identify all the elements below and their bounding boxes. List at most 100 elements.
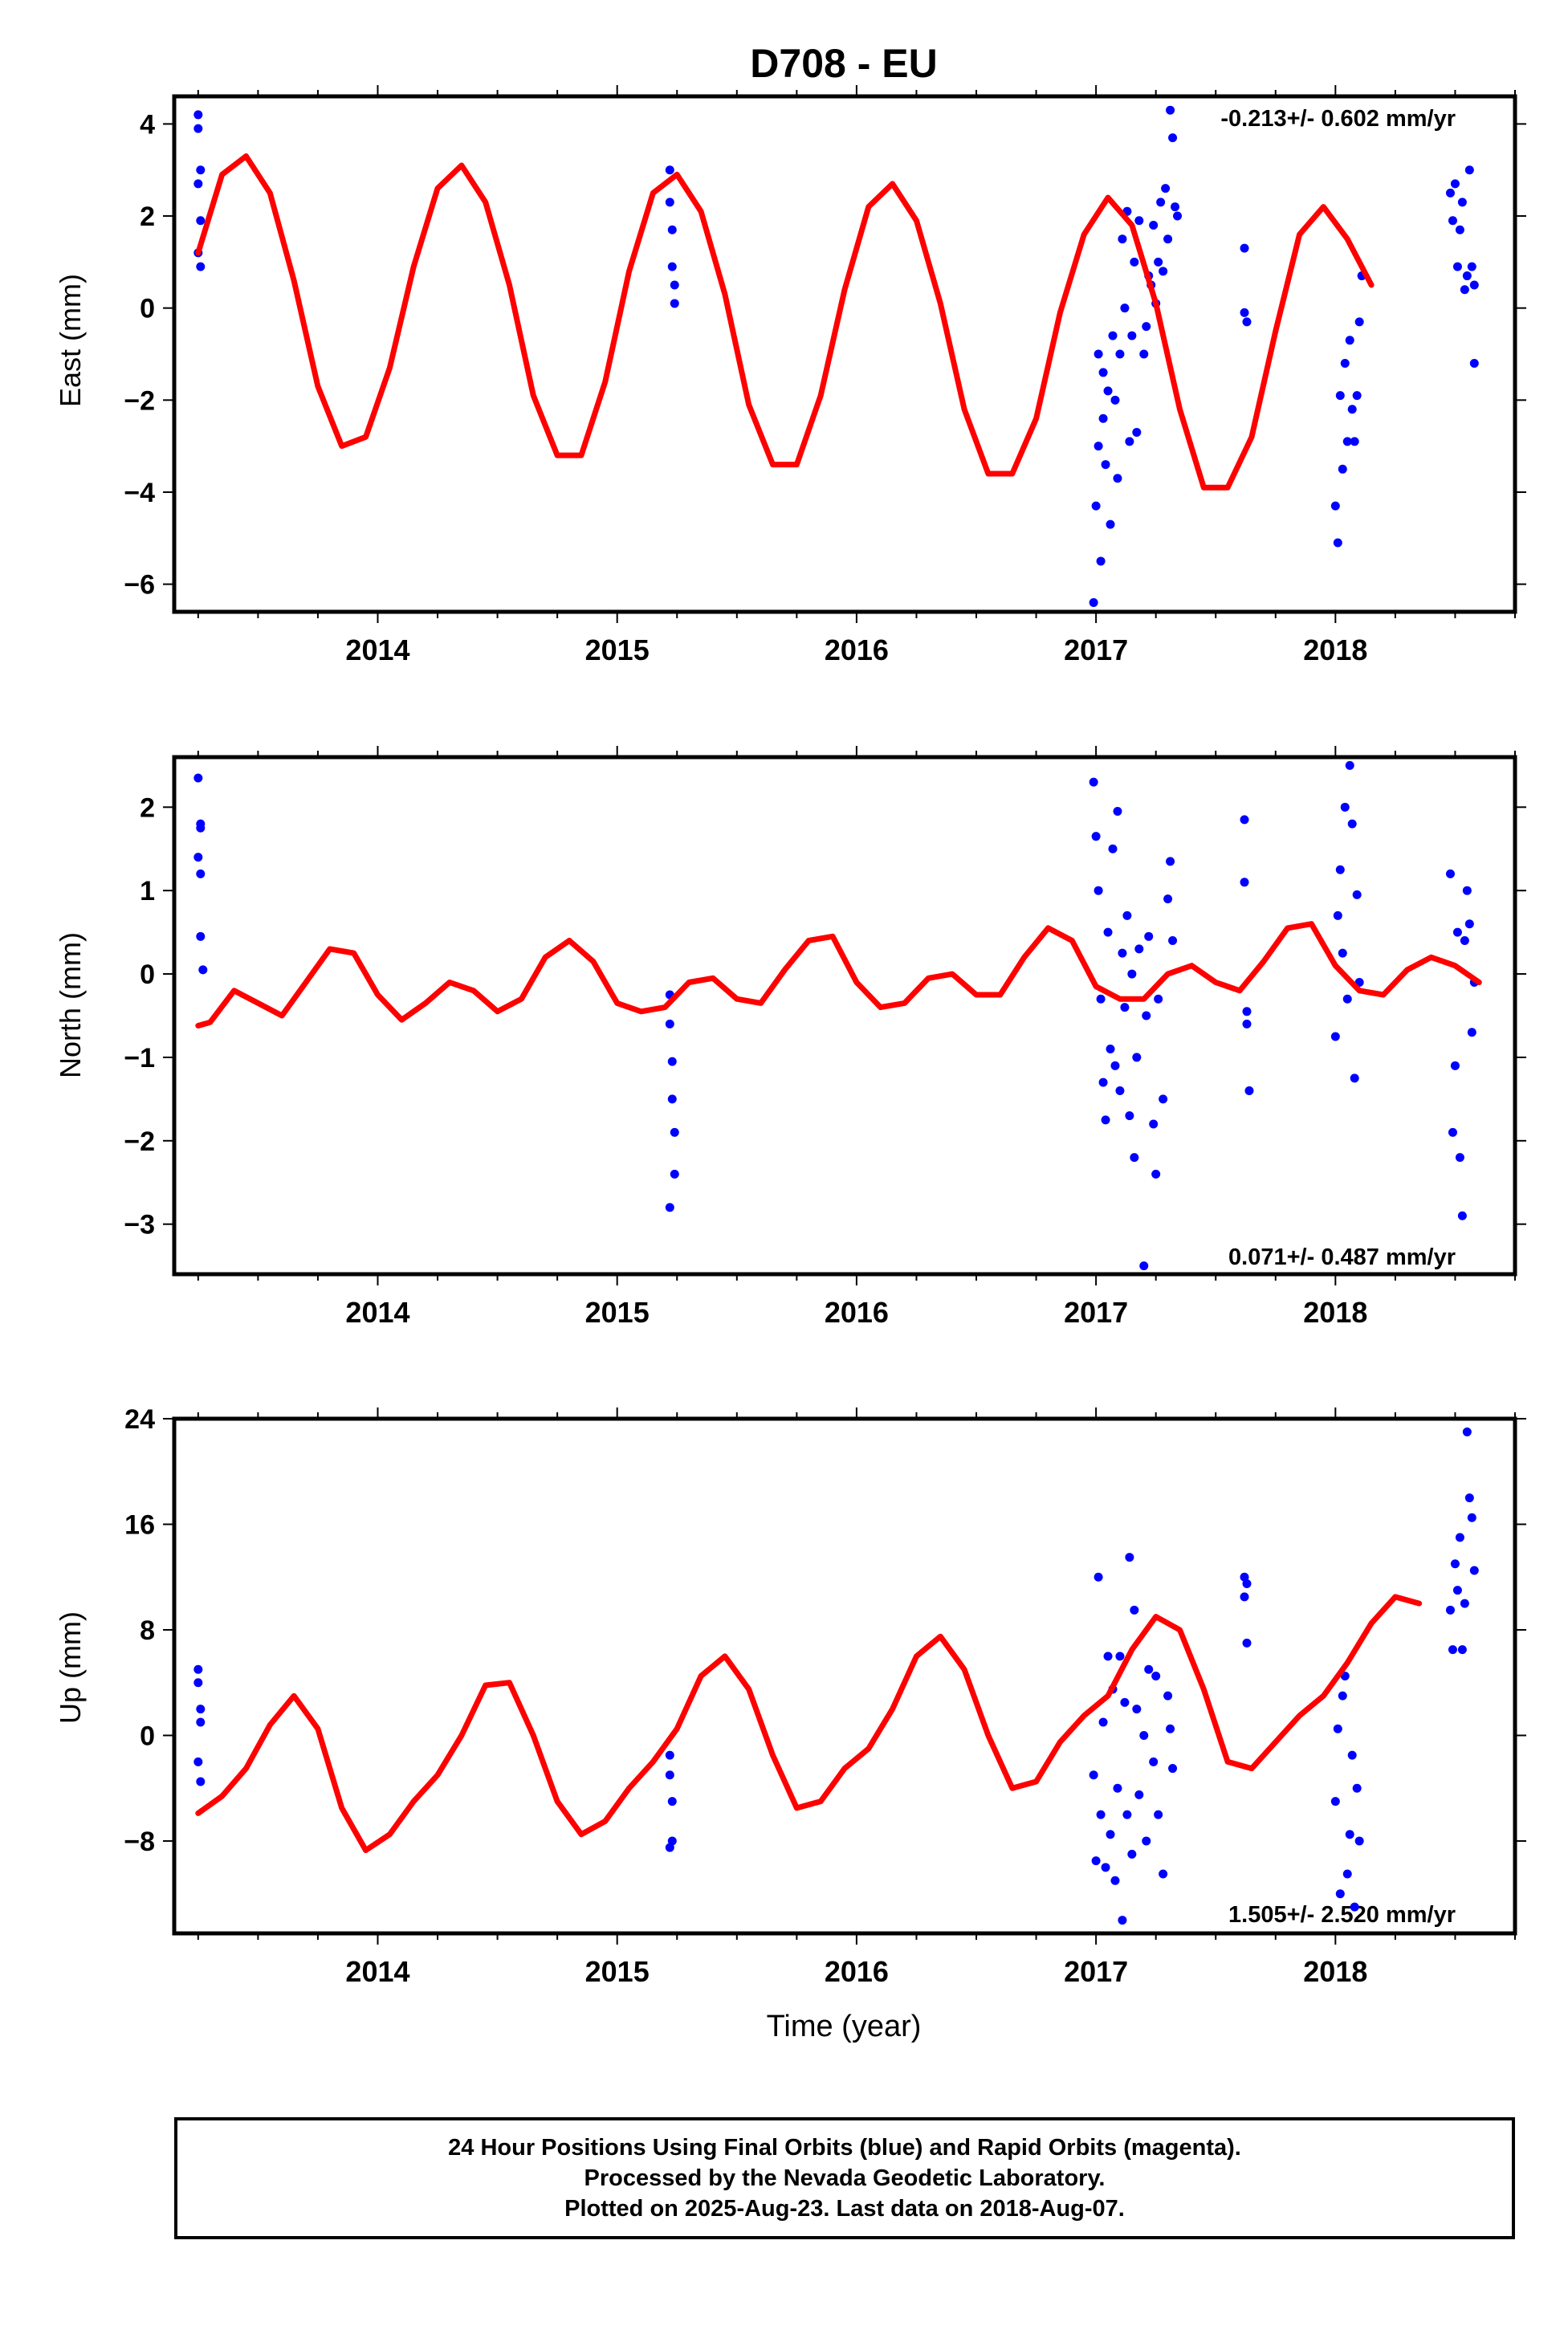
up-data-point: [1342, 1869, 1352, 1879]
east-x-tick-label: 2015: [585, 633, 650, 666]
up-data-point: [1469, 1566, 1479, 1575]
east-data-point: [1242, 317, 1252, 327]
east-y-tick-label: 4: [140, 109, 155, 140]
east-data-point: [1469, 280, 1479, 290]
east-data-point: [1460, 285, 1469, 295]
east-data-point: [1113, 474, 1122, 483]
north-data-point: [1460, 936, 1469, 946]
east-data-point: [1338, 464, 1347, 474]
north-data-point: [667, 1057, 677, 1066]
up-y-tick-label: 16: [124, 1509, 155, 1540]
caption-line-3: Plotted on 2025-Aug-23. Last data on 201…: [564, 2196, 1125, 2222]
north-data-point: [1120, 1003, 1130, 1012]
north-data-point: [1115, 1086, 1125, 1095]
north-data-point: [193, 773, 203, 783]
east-data-point: [1455, 225, 1464, 234]
east-data-point: [1149, 221, 1159, 230]
north-data-point: [193, 853, 203, 862]
east-data-point: [1452, 262, 1462, 271]
up-data-point: [1132, 1705, 1142, 1714]
north-x-tick-label: 2016: [825, 1296, 889, 1329]
north-y-tick-label: −3: [124, 1210, 155, 1240]
north-data-point: [1130, 1153, 1139, 1163]
up-data-point: [1120, 1697, 1130, 1707]
east-data-point: [1335, 391, 1345, 401]
north-data-point: [1142, 1011, 1151, 1020]
up-data-point: [1345, 1830, 1354, 1839]
east-data-point: [1350, 437, 1359, 446]
north-data-point: [1347, 819, 1357, 829]
up-data-point: [1115, 1652, 1125, 1661]
east-ylabel: East (mm): [54, 274, 87, 407]
caption-line-1: 24 Hour Positions Using Final Orbits (bl…: [448, 2135, 1241, 2161]
north-data-point: [1240, 815, 1249, 825]
north-data-point: [1168, 936, 1178, 946]
up-data-point: [1110, 1876, 1120, 1885]
up-y-tick-label: 0: [140, 1721, 155, 1751]
north-data-point: [1244, 1086, 1254, 1095]
east-data-point: [665, 198, 674, 207]
east-data-point: [1462, 271, 1472, 281]
east-data-point: [1108, 331, 1118, 340]
up-data-point: [1122, 1810, 1132, 1819]
up-data-point: [193, 1757, 203, 1766]
north-data-point: [665, 1019, 674, 1029]
north-data-point: [1342, 994, 1352, 1004]
up-data-point: [1149, 1757, 1159, 1766]
up-data-point: [1335, 1889, 1345, 1899]
north-data-point: [198, 965, 208, 975]
north-data-point: [1464, 919, 1474, 929]
up-ylabel: Up (mm): [54, 1611, 87, 1724]
up-rate-label: 1.505+/- 2.520 mm/yr: [1228, 1902, 1456, 1928]
east-y-tick-label: −4: [124, 478, 155, 508]
up-data-point: [1354, 1836, 1364, 1846]
east-data-point: [1464, 165, 1474, 175]
up-data-point: [1240, 1592, 1249, 1602]
up-data-point: [196, 1777, 206, 1786]
east-data-point: [1342, 437, 1352, 446]
up-data-point: [1242, 1578, 1252, 1588]
north-data-point: [1166, 857, 1175, 866]
north-data-point: [1163, 894, 1173, 904]
north-data-point: [196, 931, 206, 941]
east-data-point: [665, 165, 674, 175]
up-panel: Up (mm) 1.505+/- 2.520 mm/yr 24 16 8 0 −8 201…: [54, 1404, 1526, 1988]
up-data-point: [196, 1717, 206, 1727]
north-data-point: [1340, 802, 1350, 812]
up-data-point: [1168, 1764, 1178, 1774]
up-data-point: [1098, 1717, 1108, 1727]
up-model-curve: [195, 1594, 1423, 1853]
up-data-point: [1445, 1605, 1455, 1615]
x-axis-label: Time (year): [767, 2010, 922, 2043]
east-data-point: [1240, 308, 1249, 317]
north-data-point: [1096, 994, 1106, 1004]
east-data-point: [1103, 386, 1113, 396]
east-data-point: [1354, 317, 1364, 327]
east-x-tick-label: 2016: [825, 633, 889, 666]
east-data-point: [1163, 234, 1173, 244]
up-data-point: [1106, 1830, 1115, 1839]
east-data-point: [1340, 358, 1350, 368]
north-data-point: [1462, 886, 1472, 895]
up-data-point: [1144, 1664, 1154, 1674]
north-data-point: [1467, 1028, 1476, 1037]
up-data-point: [196, 1705, 206, 1714]
north-data-point: [1338, 948, 1347, 958]
north-data-point: [196, 869, 206, 878]
up-frame: [172, 1416, 1517, 1936]
up-data-point: [1094, 1572, 1103, 1582]
up-data-point: [665, 1750, 674, 1760]
up-data-point: [1352, 1783, 1362, 1793]
north-data-point: [1330, 1032, 1340, 1041]
up-data-point: [1460, 1599, 1469, 1608]
north-data-point: [1144, 931, 1154, 941]
east-data-point: [1094, 349, 1103, 359]
east-data-point: [196, 165, 206, 175]
up-x-tick-label: 2014: [345, 1955, 409, 1988]
east-y-tick-label: −2: [124, 385, 155, 416]
north-data-point: [1106, 1045, 1115, 1054]
north-data-point: [1151, 1169, 1161, 1179]
north-data-point: [1094, 886, 1103, 895]
east-frame: [172, 94, 1517, 614]
